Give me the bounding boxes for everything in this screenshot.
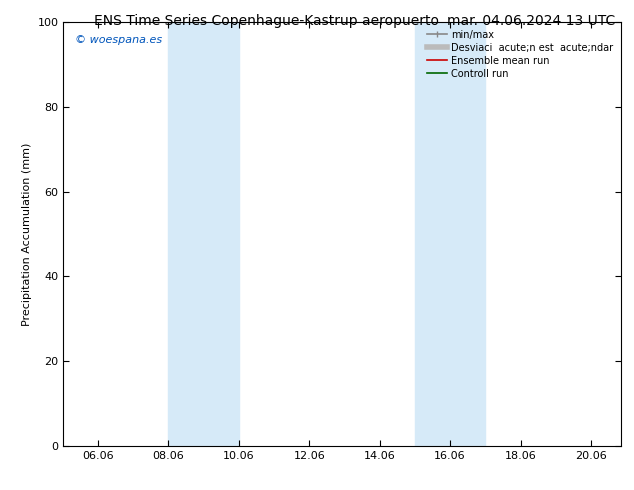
Y-axis label: Precipitation Accumulation (mm): Precipitation Accumulation (mm): [22, 142, 32, 326]
Legend: min/max, Desviaci  acute;n est  acute;ndar, Ensemble mean run, Controll run: min/max, Desviaci acute;n est acute;ndar…: [424, 27, 616, 81]
Bar: [169, 22, 239, 446]
Text: © woespana.es: © woespana.es: [75, 35, 162, 45]
Bar: [415, 22, 486, 446]
Text: ENS Time Series Copenhague-Kastrup aeropuerto: ENS Time Series Copenhague-Kastrup aerop…: [94, 14, 439, 28]
Text: mar. 04.06.2024 13 UTC: mar. 04.06.2024 13 UTC: [447, 14, 615, 28]
